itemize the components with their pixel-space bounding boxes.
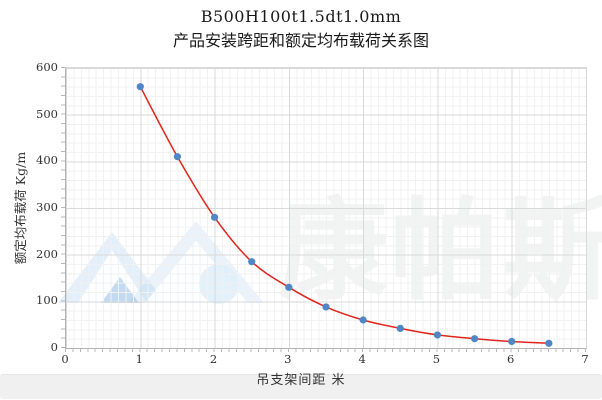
y-axis-title: 额定均布载荷 Kg/m — [13, 151, 28, 265]
x-tick-label: 6 — [507, 352, 515, 366]
x-tick-label: 3 — [284, 352, 292, 366]
x-tick-label: 1 — [135, 352, 143, 366]
y-tick-label: 300 — [36, 200, 58, 214]
chart-title: B500H100t1.5dt1.0mm — [200, 7, 402, 26]
y-tick-label: 200 — [36, 246, 58, 261]
data-point — [210, 213, 219, 221]
x-tick-label: 5 — [432, 352, 441, 366]
data-point — [173, 153, 182, 161]
y-tick-label: 600 — [36, 60, 58, 74]
x-tick-label: 2 — [209, 352, 218, 366]
data-point — [545, 339, 553, 347]
data-point — [470, 335, 479, 343]
x-tick-label: 4 — [358, 352, 366, 366]
y-tick-label: 400 — [36, 153, 58, 168]
data-point — [508, 337, 516, 346]
x-tick-label: 7 — [581, 352, 589, 366]
y-axis-minor-ticks — [61, 67, 65, 348]
data-point — [136, 83, 144, 91]
data-point — [396, 324, 404, 332]
y-tick-label: 0 — [50, 340, 58, 354]
data-point — [433, 331, 442, 339]
plot-area — [65, 67, 587, 349]
x-tick-label: 0 — [61, 352, 69, 366]
data-point — [322, 303, 330, 311]
y-tick-label: 500 — [36, 106, 58, 121]
x-axis-title: 吊支架间距 米 — [256, 373, 346, 388]
trendline-curve — [139, 86, 549, 345]
y-tick-label: 100 — [36, 293, 58, 308]
data-point — [285, 283, 293, 291]
chart-subtitle: 产品安装跨距和额定均布载荷关系图 — [172, 31, 429, 50]
data-point — [248, 258, 256, 266]
data-series-layer — [136, 83, 553, 347]
data-point — [359, 316, 367, 324]
x-axis-minor-ticks — [65, 348, 586, 352]
watermark-strip — [0, 374, 602, 399]
